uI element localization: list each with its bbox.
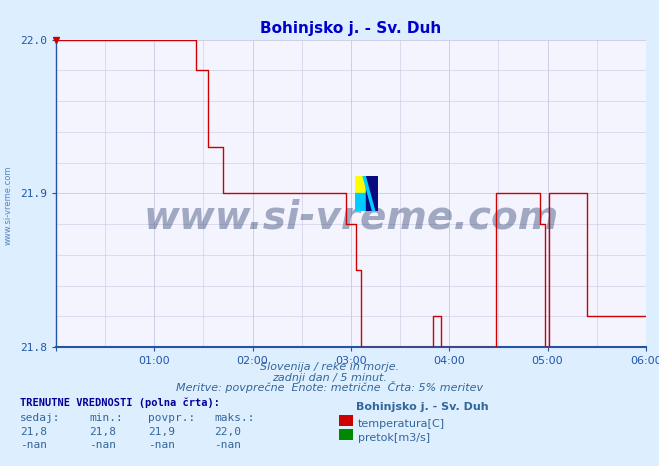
Text: 22,0: 22,0: [214, 427, 241, 437]
Text: temperatura[C]: temperatura[C]: [358, 419, 445, 429]
Text: TRENUTNE VREDNOSTI (polna črta):: TRENUTNE VREDNOSTI (polna črta):: [20, 398, 219, 408]
Text: -nan: -nan: [148, 440, 175, 450]
Text: zadnji dan / 5 minut.: zadnji dan / 5 minut.: [272, 373, 387, 383]
Bar: [355, 193, 366, 211]
Text: sedaj:: sedaj:: [20, 413, 60, 423]
Text: 21,8: 21,8: [20, 427, 47, 437]
Text: 21,9: 21,9: [148, 427, 175, 437]
Bar: [355, 176, 366, 193]
Text: min.:: min.:: [89, 413, 123, 423]
Text: -nan: -nan: [214, 440, 241, 450]
Bar: [366, 176, 378, 211]
Text: www.si-vreme.com: www.si-vreme.com: [3, 165, 13, 245]
Text: Slovenija / reke in morje.: Slovenija / reke in morje.: [260, 363, 399, 372]
Title: Bohinjsko j. - Sv. Duh: Bohinjsko j. - Sv. Duh: [260, 21, 442, 36]
Text: -nan: -nan: [89, 440, 116, 450]
Text: 21,8: 21,8: [89, 427, 116, 437]
Text: Bohinjsko j. - Sv. Duh: Bohinjsko j. - Sv. Duh: [356, 402, 488, 412]
Text: povpr.:: povpr.:: [148, 413, 196, 423]
Text: www.si-vreme.com: www.si-vreme.com: [143, 199, 559, 237]
Text: Meritve: povprečne  Enote: metrične  Črta: 5% meritev: Meritve: povprečne Enote: metrične Črta:…: [176, 381, 483, 393]
Text: -nan: -nan: [20, 440, 47, 450]
Text: maks.:: maks.:: [214, 413, 254, 423]
Text: pretok[m3/s]: pretok[m3/s]: [358, 433, 430, 443]
Polygon shape: [366, 176, 378, 211]
